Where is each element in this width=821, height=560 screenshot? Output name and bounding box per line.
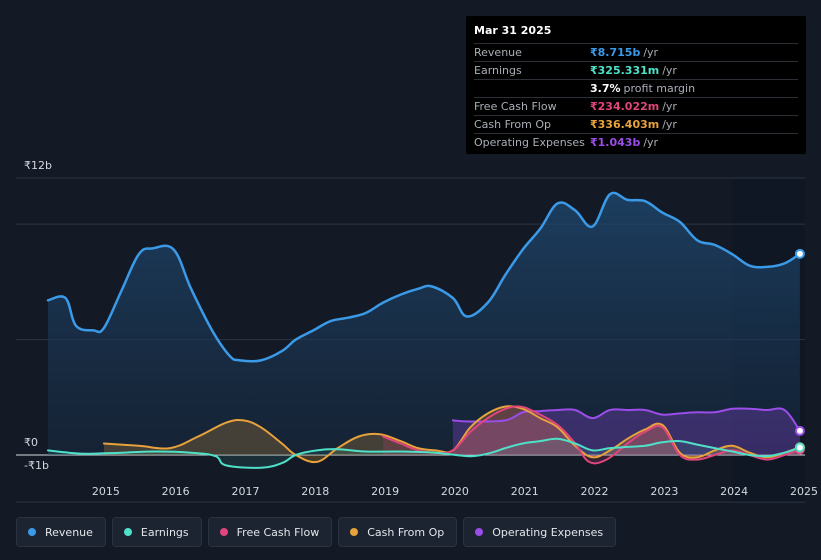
tooltip-row-cash-from-op: Cash From Op ₹336.403m /yr <box>474 116 798 134</box>
legend-item-operating-expenses[interactable]: Operating Expenses <box>463 517 617 547</box>
tooltip-unit: profit margin <box>623 82 696 95</box>
legend-label: Operating Expenses <box>492 525 604 539</box>
y-tick-label: -₹1b <box>24 459 49 472</box>
x-tick-label: 2022 <box>581 485 609 498</box>
tooltip-label: Earnings <box>474 64 522 77</box>
tooltip-row-earnings: Earnings ₹325.331m /yr <box>474 62 798 80</box>
legend-label: Free Cash Flow <box>236 525 320 539</box>
tooltip-label: Operating Expenses <box>474 136 585 149</box>
x-tick-label: 2015 <box>92 485 120 498</box>
tooltip-unit: /yr <box>662 118 677 131</box>
revenue-endpoint <box>794 248 805 259</box>
legend-item-revenue[interactable]: Revenue <box>16 517 106 547</box>
operating-expenses-endpoint <box>794 425 805 436</box>
legend-dot-icon <box>28 528 36 536</box>
tooltip-row-operating-expenses: Operating Expenses ₹1.043b /yr <box>474 134 798 151</box>
tooltip-value: ₹234.022m <box>590 100 660 113</box>
legend-label: Revenue <box>45 525 93 539</box>
free-cash-flow-line <box>382 405 801 465</box>
tooltip-date: Mar 31 2025 <box>474 22 798 44</box>
tooltip-value: ₹8.715b <box>590 46 641 59</box>
tooltip-row-revenue: Revenue ₹8.715b /yr <box>474 44 798 62</box>
tooltip-unit: /yr <box>643 46 659 59</box>
legend-label: Earnings <box>140 525 189 539</box>
y-axis: ₹12b ₹0 -₹1b <box>24 159 52 472</box>
x-tick-label: 2020 <box>441 485 469 498</box>
tooltip-label <box>474 80 590 97</box>
legend-dot-icon <box>350 528 359 536</box>
tooltip-unit: /yr <box>662 64 677 77</box>
y-tick-label: ₹0 <box>24 436 38 449</box>
legend-label: Cash From Op <box>367 525 445 539</box>
x-tick-label: 2025 <box>790 485 818 498</box>
operating-expenses-area <box>452 408 800 455</box>
tooltip-value: ₹1.043b <box>590 136 641 149</box>
legend-dot-icon <box>123 528 132 536</box>
tooltip-value: ₹325.331m <box>590 64 660 77</box>
tooltip-label: Free Cash Flow <box>474 100 557 113</box>
earnings-endpoint <box>794 442 805 453</box>
earnings-area <box>48 438 800 468</box>
tooltip-row-free-cash-flow: Free Cash Flow ₹234.022m /yr <box>474 98 798 116</box>
legend: Revenue Earnings Free Cash Flow Cash Fro… <box>16 517 617 549</box>
tooltip-value: 3.7% <box>590 82 621 95</box>
tooltip-unit: /yr <box>643 136 659 149</box>
tooltip-row-profit-margin: 3.7% profit margin <box>474 80 798 98</box>
x-tick-label: 2023 <box>650 485 678 498</box>
x-tick-label: 2019 <box>371 485 399 498</box>
y-tick-label: ₹12b <box>24 159 52 172</box>
revenue-area <box>48 192 800 455</box>
x-tick-label: 2021 <box>511 485 539 498</box>
legend-item-earnings[interactable]: Earnings <box>111 517 202 547</box>
legend-dot-icon <box>219 528 228 536</box>
tooltip-value: ₹336.403m <box>590 118 660 131</box>
series-areas <box>48 192 800 468</box>
legend-item-cash-from-op[interactable]: Cash From Op <box>338 517 458 547</box>
operating-expenses-line <box>451 407 801 432</box>
tooltip-label: Revenue <box>474 46 522 59</box>
legend-item-free-cash-flow[interactable]: Free Cash Flow <box>207 517 333 547</box>
series-endpoints <box>794 248 805 455</box>
chart: ₹12b₹0-₹1b 2015 2016 2017 2018 2019 2020 2021 2… <box>16 159 818 503</box>
x-axis: 2015 2016 2017 2018 2019 2020 2021 2022 2023 2024… <box>92 485 818 498</box>
x-tick-label: 2018 <box>301 485 329 498</box>
tooltip-unit: /yr <box>662 100 677 113</box>
x-tick-label: 2024 <box>720 485 748 498</box>
x-tick-label: 2016 <box>162 485 190 498</box>
x-tick-label: 2017 <box>231 485 259 498</box>
cash-from-op-line <box>102 405 801 464</box>
earnings-line <box>47 437 801 469</box>
tooltip-label: Cash From Op <box>474 118 552 131</box>
tooltip: Mar 31 2025 Revenue ₹8.715b /yr Earnings… <box>466 16 806 154</box>
revenue-line <box>46 191 802 363</box>
cash-from-op-area <box>103 406 800 463</box>
series-lines <box>46 191 802 469</box>
legend-dot-icon <box>475 528 484 536</box>
